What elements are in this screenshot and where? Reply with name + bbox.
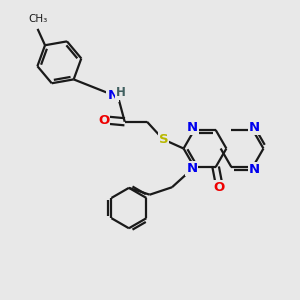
Text: N: N — [187, 121, 198, 134]
Text: N: N — [249, 121, 260, 134]
Text: N: N — [186, 162, 197, 175]
Text: CH₃: CH₃ — [28, 14, 47, 24]
Text: S: S — [159, 133, 168, 146]
Text: N: N — [107, 88, 118, 101]
Text: N: N — [249, 163, 260, 176]
Text: O: O — [98, 114, 110, 127]
Text: O: O — [213, 182, 224, 194]
Text: H: H — [116, 86, 126, 99]
